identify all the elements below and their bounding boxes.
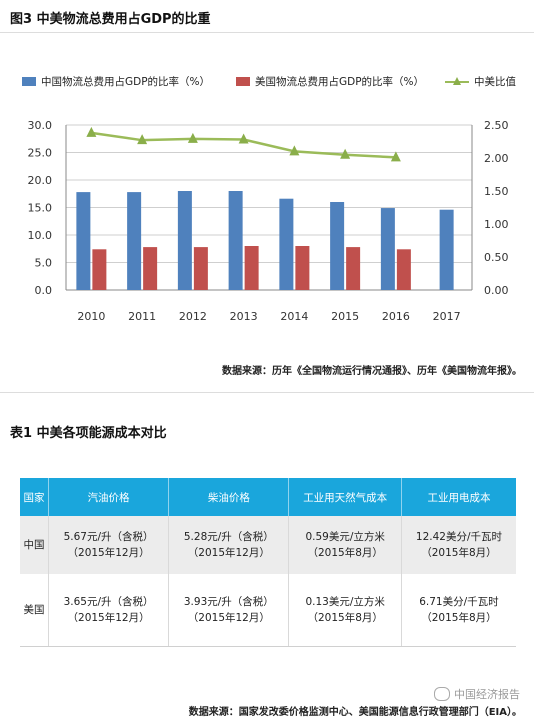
country-cell: 中国 bbox=[20, 516, 49, 574]
x-tick-label: 2011 bbox=[128, 310, 156, 323]
bar-china bbox=[127, 192, 142, 290]
bar-china bbox=[380, 208, 395, 290]
bar-china bbox=[177, 191, 192, 290]
header-gasoline: 汽油价格 bbox=[48, 478, 170, 516]
price-value: 3.93元/升（含税） bbox=[183, 596, 274, 608]
ratio-marker bbox=[137, 134, 148, 145]
legend-swatch-china bbox=[22, 77, 36, 86]
combo-chart: 0.0 5.0 10.0 15.0 20.0 25.0 30.0 0.00 0.50 1.00 1.… bbox=[28, 119, 509, 323]
x-tick-label: 2013 bbox=[230, 310, 258, 323]
country-cell: 美国 bbox=[20, 574, 49, 647]
ratio-marker bbox=[289, 145, 300, 156]
bar-usa bbox=[92, 249, 107, 290]
bar-china bbox=[279, 198, 294, 290]
y-left-tick-label: 15.0 bbox=[28, 202, 53, 215]
table-header-row: 国家 汽油价格 柴油价格 工业用天然气成本 工业用电成本 bbox=[20, 478, 516, 516]
price-value: 3.65元/升（含税） bbox=[63, 596, 154, 608]
y-left-tick-label: 30.0 bbox=[28, 119, 53, 132]
table-title: 表1 中美各项能源成本对比 bbox=[10, 426, 167, 441]
table-source: 数据来源：国家发改委价格监测中心、美国能源信息行政管理部门（EIA）。 bbox=[188, 707, 522, 718]
ratio-marker bbox=[238, 133, 249, 144]
table-cell: 5.67元/升（含税） （2015年12月） bbox=[48, 516, 170, 574]
x-tick-label: 2017 bbox=[433, 310, 461, 323]
price-date: （2015年8月） bbox=[421, 547, 497, 559]
x-tick-label: 2016 bbox=[382, 310, 410, 323]
price-value: 5.67元/升（含税） bbox=[63, 531, 154, 543]
table-cell: 5.28元/升（含税） （2015年12月） bbox=[168, 516, 290, 574]
price-date: （2015年8月） bbox=[421, 612, 497, 624]
figure-title: 图3 中美物流总费用占GDP的比重 bbox=[10, 12, 211, 27]
bar-usa bbox=[295, 246, 310, 290]
x-tick-label: 2015 bbox=[331, 310, 359, 323]
price-value: 12.42美分/千瓦时 bbox=[415, 531, 502, 543]
figure-source: 数据来源：历年《全国物流运行情况通报》、历年《美国物流年报》。 bbox=[222, 366, 522, 377]
price-date: （2015年12月） bbox=[187, 547, 270, 559]
table-row: 美国 3.65元/升（含税） （2015年12月） 3.93元/升（含税） （201… bbox=[20, 574, 516, 647]
legend-item-usa: 美国物流总费用占GDP的比率（%） bbox=[236, 74, 424, 89]
section-divider bbox=[0, 392, 534, 393]
chart-legend: 中国物流总费用占GDP的比率（%） 美国物流总费用占GDP的比率（%） 中美比值 bbox=[22, 74, 526, 90]
price-value: 5.28元/升（含税） bbox=[183, 531, 274, 543]
energy-cost-table: 国家 汽油价格 柴油价格 工业用天然气成本 工业用电成本 中国 5.67元/升（… bbox=[20, 478, 516, 647]
y-right-tick-label: 2.00 bbox=[484, 152, 509, 165]
ratio-marker bbox=[86, 126, 97, 137]
bar-china bbox=[439, 209, 454, 290]
watermark: 中国经济报告 bbox=[434, 686, 520, 702]
header-country: 国家 bbox=[20, 478, 49, 516]
price-date: （2015年12月） bbox=[67, 612, 150, 624]
ratio-marker bbox=[187, 132, 198, 143]
table-cell: 3.65元/升（含税） （2015年12月） bbox=[48, 574, 170, 647]
title-divider bbox=[0, 32, 534, 33]
table-cell: 3.93元/升（含税） （2015年12月） bbox=[168, 574, 290, 647]
price-value: 6.71美分/千瓦时 bbox=[419, 596, 499, 608]
y-left-tick-label: 5.0 bbox=[35, 257, 53, 270]
table-cell: 0.59美元/立方米 （2015年8月） bbox=[288, 516, 402, 574]
y-right-tick-label: 1.00 bbox=[484, 218, 509, 231]
bar-china bbox=[76, 192, 91, 290]
legend-item-china: 中国物流总费用占GDP的比率（%） bbox=[22, 74, 210, 89]
header-diesel: 柴油价格 bbox=[168, 478, 290, 516]
y-right-tick-label: 1.50 bbox=[484, 185, 509, 198]
legend-item-ratio: 中美比值 bbox=[445, 74, 516, 89]
price-date: （2015年8月） bbox=[307, 547, 383, 559]
bar-china bbox=[228, 191, 243, 290]
table-cell: 0.13美元/立方米 （2015年8月） bbox=[288, 574, 402, 647]
x-tick-label: 2010 bbox=[77, 310, 105, 323]
watermark-label: 中国经济报告 bbox=[454, 688, 520, 701]
bar-usa bbox=[143, 247, 158, 290]
legend-swatch-ratio bbox=[445, 76, 469, 87]
x-tick-label: 2014 bbox=[280, 310, 308, 323]
price-date: （2015年12月） bbox=[187, 612, 270, 624]
y-left-tick-label: 0.0 bbox=[35, 284, 53, 297]
bar-usa bbox=[396, 249, 411, 290]
table-cell: 12.42美分/千瓦时 （2015年8月） bbox=[401, 516, 516, 574]
legend-swatch-usa bbox=[236, 77, 250, 86]
bar-usa bbox=[346, 247, 361, 290]
table-cell: 6.71美分/千瓦时 （2015年8月） bbox=[401, 574, 516, 647]
header-natural-gas: 工业用天然气成本 bbox=[288, 478, 402, 516]
table-row: 中国 5.67元/升（含税） （2015年12月） 5.28元/升（含税） （201… bbox=[20, 516, 516, 574]
bar-china bbox=[330, 202, 345, 290]
legend-label-usa: 美国物流总费用占GDP的比率（%） bbox=[255, 76, 425, 88]
price-value: 0.13美元/立方米 bbox=[305, 596, 385, 608]
y-left-tick-label: 20.0 bbox=[28, 174, 53, 187]
wechat-icon bbox=[434, 687, 450, 701]
bar-usa bbox=[244, 246, 259, 290]
y-right-tick-label: 0.50 bbox=[484, 251, 509, 264]
header-electricity: 工业用电成本 bbox=[401, 478, 516, 516]
legend-label-china: 中国物流总费用占GDP的比率（%） bbox=[41, 76, 211, 88]
y-left-tick-label: 25.0 bbox=[28, 147, 53, 160]
y-right-tick-label: 2.50 bbox=[484, 119, 509, 132]
x-tick-label: 2012 bbox=[179, 310, 207, 323]
y-right-tick-label: 0.00 bbox=[484, 284, 509, 297]
price-value: 0.59美元/立方米 bbox=[305, 531, 385, 543]
legend-label-ratio: 中美比值 bbox=[474, 76, 516, 88]
y-left-tick-label: 10.0 bbox=[28, 229, 53, 242]
price-date: （2015年8月） bbox=[307, 612, 383, 624]
price-date: （2015年12月） bbox=[67, 547, 150, 559]
bar-usa bbox=[193, 247, 208, 290]
ratio-marker bbox=[340, 148, 351, 159]
ratio-marker bbox=[390, 151, 401, 162]
